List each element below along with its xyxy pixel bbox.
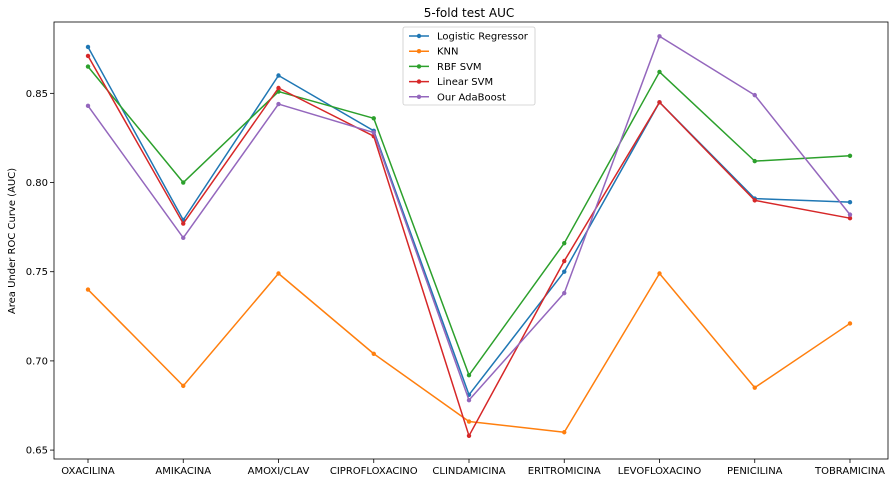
series-rbf-svm — [85, 64, 853, 378]
x-tick-label: AMOXI/CLAV — [248, 466, 310, 477]
data-point-linear-svm — [657, 100, 662, 105]
data-point-logistic-regressor — [276, 73, 281, 78]
legend: Logistic Regressor KNN RBF SVM Linear SVM Ou… — [402, 26, 536, 106]
y-tick-label: 0.75 — [26, 267, 48, 278]
legend-label: Linear SVM — [437, 77, 493, 88]
data-point-logistic-regressor — [85, 44, 91, 50]
series-knn — [85, 271, 853, 435]
y-tick-label: 0.70 — [26, 356, 48, 367]
legend-label: RBF SVM — [437, 62, 482, 73]
data-point-rbf-svm — [657, 69, 662, 75]
data-point-linear-svm — [847, 216, 853, 221]
data-point-linear-svm — [85, 53, 91, 59]
series-line-knn — [87, 272, 851, 433]
legend-item-linear-svm: Linear SVM — [409, 77, 493, 88]
data-point-our-adaboost — [371, 130, 376, 135]
data-point-knn — [466, 419, 472, 424]
legend-item-our-adaboost: Our AdaBoost — [409, 92, 506, 103]
data-point-rbf-svm — [847, 153, 853, 158]
data-point-logistic-regressor — [562, 269, 567, 274]
legend-box — [402, 26, 536, 106]
data-point-linear-svm — [181, 221, 186, 226]
data-point-knn — [276, 271, 281, 276]
data-point-linear-svm — [276, 85, 281, 91]
x-tick-label: OXACILINA — [61, 466, 115, 477]
y-tick-label: 0.80 — [26, 178, 48, 189]
legend-label: KNN — [437, 47, 459, 58]
y-tick-label: 0.65 — [26, 446, 48, 457]
data-point-our-adaboost — [85, 103, 91, 109]
data-point-our-adaboost — [752, 92, 757, 98]
x-tick-label: LEVOFLOXACINO — [618, 466, 702, 477]
data-point-knn — [752, 385, 757, 390]
series-linear-svm — [85, 53, 853, 439]
legend-marker — [416, 94, 422, 100]
y-axis-title: Area Under ROC Curve (AUC) — [7, 168, 18, 314]
data-point-knn — [657, 271, 662, 276]
data-point-rbf-svm — [181, 180, 186, 185]
legend-marker — [416, 33, 422, 39]
x-tick-label: AMIKACINA — [155, 466, 211, 477]
legend-item-rbf-svm: RBF SVM — [409, 62, 482, 73]
data-point-our-adaboost — [657, 34, 662, 39]
data-point-rbf-svm — [562, 240, 567, 246]
data-point-knn — [562, 430, 567, 435]
series-our-adaboost — [85, 34, 853, 403]
legend-label: Our AdaBoost — [437, 92, 506, 103]
y-tick-label: 0.85 — [26, 89, 48, 100]
x-tick-label: CLINDAMICINA — [432, 466, 505, 477]
x-tick-label: ERITROMICINA — [528, 466, 601, 477]
legend-label: Logistic Regressor — [437, 32, 529, 43]
data-point-rbf-svm — [85, 64, 91, 69]
series-layer — [85, 34, 853, 439]
data-point-knn — [181, 383, 186, 389]
data-point-our-adaboost — [181, 235, 186, 241]
data-point-our-adaboost — [466, 397, 472, 403]
data-point-linear-svm — [562, 258, 567, 264]
series-line-linear-svm — [87, 55, 851, 437]
data-point-knn — [847, 321, 853, 326]
plot-area-frame — [53, 21, 889, 460]
data-point-logistic-regressor — [847, 199, 853, 205]
legend-marker — [416, 49, 422, 54]
x-tick-label: CIPROFLOXACINO — [330, 466, 418, 477]
data-point-knn — [371, 351, 376, 356]
x-tick-label: PENICILINA — [727, 466, 783, 477]
legend-marker — [416, 64, 422, 69]
legend-item-knn: KNN — [409, 47, 459, 58]
legend-item-logistic-regressor: Logistic Regressor — [409, 32, 529, 43]
y-axis: 0.65 0.70 0.75 0.80 0.85 — [26, 89, 54, 457]
data-point-our-adaboost — [847, 212, 853, 217]
chart-title: 5-fold test AUC — [424, 6, 515, 20]
data-point-rbf-svm — [371, 116, 376, 121]
legend-marker — [416, 79, 422, 84]
x-axis: OXACILINA AMIKACINA AMOXI/CLAV CIPROFLOXACI… — [61, 459, 885, 477]
x-tick-label: TOBRAMICINA — [814, 466, 885, 477]
data-point-rbf-svm — [752, 158, 757, 164]
data-point-our-adaboost — [276, 101, 281, 107]
data-point-linear-svm — [752, 198, 757, 203]
data-point-linear-svm — [466, 433, 472, 439]
data-point-knn — [85, 287, 91, 292]
series-line-rbf-svm — [87, 66, 851, 376]
data-point-rbf-svm — [466, 372, 472, 378]
data-point-our-adaboost — [562, 290, 567, 296]
